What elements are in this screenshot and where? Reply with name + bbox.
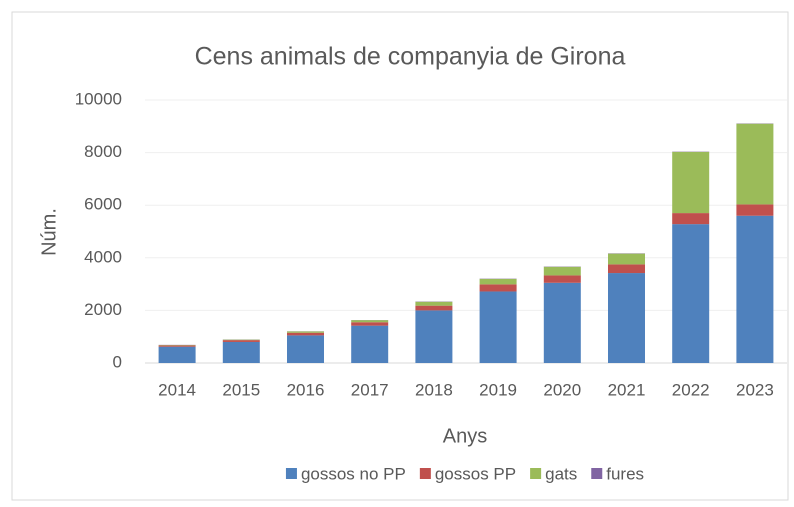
bar-segment [158, 346, 196, 363]
bar-segment [222, 340, 260, 342]
chart-border [11, 11, 789, 501]
bar-segment [158, 345, 196, 347]
legend-label: gats [545, 464, 577, 483]
bar-segment [287, 331, 324, 333]
bar-segment [415, 310, 453, 363]
bar-segment [608, 264, 645, 274]
bar-segment [287, 332, 324, 336]
legend-label: gossos no PP [301, 464, 406, 483]
x-tick-label: 2014 [158, 380, 196, 399]
x-tick-label: 2020 [543, 380, 581, 399]
bar-segment [479, 278, 517, 285]
bar-segment [222, 339, 260, 341]
y-tick-label: 6000 [84, 195, 122, 214]
legend-swatch [591, 468, 603, 479]
bar-segment [672, 151, 710, 214]
bar-segment [543, 266, 581, 276]
y-tick-label: 0 [113, 352, 122, 371]
x-tick-label: 2016 [287, 380, 325, 399]
y-tick-label: 10000 [75, 89, 122, 108]
bar-segment [479, 284, 517, 292]
bar-segment [608, 273, 645, 363]
legend-swatch [285, 468, 297, 479]
x-tick-label: 2018 [415, 380, 453, 399]
x-tick-label: 2021 [608, 380, 646, 399]
x-axis-title: Anys [443, 425, 487, 447]
bar-segment [351, 322, 389, 326]
bar-segment [736, 204, 774, 216]
legend-label: gossos PP [435, 464, 516, 483]
bar-segment [351, 320, 389, 323]
bar-segment [415, 301, 453, 306]
bar-segment [736, 215, 774, 363]
bar-segment [608, 253, 645, 265]
bar-segment [351, 325, 389, 363]
bar-segment [543, 282, 581, 363]
y-tick-label: 2000 [84, 300, 122, 319]
chart-title: Cens animals de companyia de Girona [195, 43, 626, 71]
x-tick-label: 2017 [351, 380, 389, 399]
bar-segment [736, 123, 774, 205]
legend-swatch [530, 468, 542, 479]
bar-segment [479, 291, 517, 363]
y-axis-title: Núm. [38, 208, 60, 256]
x-tick-label: 2022 [672, 380, 710, 399]
y-tick-label: 8000 [84, 142, 122, 161]
bar-segment [672, 213, 710, 225]
x-tick-label: 2019 [479, 380, 517, 399]
y-tick-label: 4000 [84, 247, 122, 266]
x-tick-label: 2023 [736, 380, 774, 399]
legend-label: fures [606, 464, 644, 483]
bar-segment [222, 341, 260, 363]
legend-swatch [419, 468, 431, 479]
bar-segment [287, 335, 324, 363]
bar-segment [543, 275, 581, 283]
bar-segment [672, 224, 710, 363]
bar-segment [415, 305, 453, 311]
x-tick-label: 2015 [222, 380, 260, 399]
